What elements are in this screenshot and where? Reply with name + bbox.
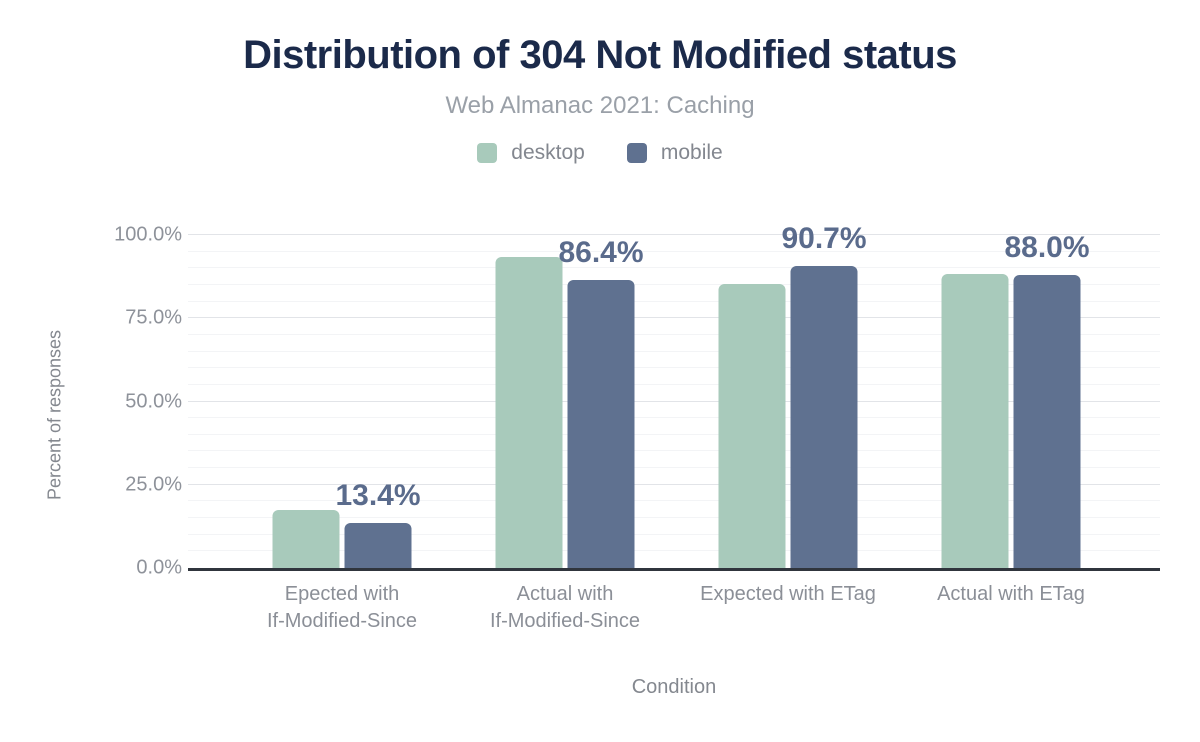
bar-group: 13.4%: [272, 235, 421, 568]
minor-gridline: [188, 333, 1160, 335]
legend-item-desktop: desktop: [477, 141, 585, 165]
minor-gridline: [188, 417, 1160, 419]
value-label: 13.4%: [335, 479, 421, 513]
minor-gridline: [188, 367, 1160, 369]
y-tick-label: 75.0%: [125, 306, 182, 329]
legend-label-desktop: desktop: [511, 141, 585, 164]
bar-desktop: [272, 510, 340, 568]
minor-gridline: [188, 383, 1160, 385]
minor-gridline: [188, 267, 1160, 269]
minor-gridline: [188, 450, 1160, 452]
x-category-label: Actual with ETag: [937, 583, 1085, 605]
major-gridline: [188, 483, 1160, 485]
x-category-label: Expected with ETag: [700, 583, 876, 605]
bar-mobile: 90.7%: [781, 222, 867, 568]
minor-gridline: [188, 250, 1160, 252]
minor-gridline: [188, 517, 1160, 519]
minor-gridline: [188, 433, 1160, 435]
mobile-swatch-icon: [626, 143, 647, 163]
minor-gridline: [188, 500, 1160, 502]
major-gridline: [188, 317, 1160, 319]
plot-area: 13.4% 86.4% 90.7% 88.0%: [188, 222, 1160, 571]
bar-mobile: 86.4%: [558, 236, 644, 568]
bar-desktop: [495, 256, 563, 568]
bar-mobile: 13.4%: [335, 479, 421, 568]
minor-gridline: [188, 533, 1160, 535]
bar-desktop: [718, 283, 786, 568]
desktop-swatch-icon: [477, 143, 498, 163]
bar-group: 86.4%: [495, 235, 644, 568]
bar-group: 90.7%: [718, 222, 867, 568]
bar-group: 88.0%: [941, 231, 1090, 568]
value-label: 86.4%: [558, 236, 644, 270]
chart-title: Distribution of 304 Not Modified status: [243, 33, 957, 77]
value-label: 90.7%: [781, 221, 867, 255]
chart-subtitle: Web Almanac 2021: Caching: [445, 92, 755, 119]
legend-item-mobile: mobile: [626, 141, 723, 165]
minor-gridline: [188, 300, 1160, 302]
x-axis-category-labels: Epected with If-Modified-Since Actual wit…: [188, 581, 1160, 641]
value-label: 88.0%: [1004, 230, 1090, 264]
y-tick-label: 50.0%: [125, 390, 182, 412]
x-category-label: Actual with If-Modified-Since: [489, 583, 641, 632]
x-category-label: Epected with If-Modified-Since: [266, 583, 418, 632]
minor-gridline: [188, 550, 1160, 552]
y-tick-label: 100.0%: [114, 223, 182, 246]
minor-gridline: [188, 283, 1160, 285]
minor-gridline: [188, 350, 1160, 352]
y-tick-label: 25.0%: [125, 473, 182, 496]
major-gridline: [188, 400, 1160, 402]
legend: desktop mobile: [0, 141, 1200, 165]
minor-gridline: [188, 467, 1160, 469]
legend-label-mobile: mobile: [660, 141, 723, 164]
y-axis-ticks: 0.0% 25.0% 50.0% 75.0% 100.0%: [0, 224, 182, 579]
major-gridline: [188, 234, 1160, 235]
bar-desktop: [941, 273, 1009, 568]
y-tick-label: 0.0%: [136, 556, 182, 579]
x-axis-title: Condition: [631, 676, 717, 698]
bar-mobile: 88.0%: [1004, 231, 1090, 568]
